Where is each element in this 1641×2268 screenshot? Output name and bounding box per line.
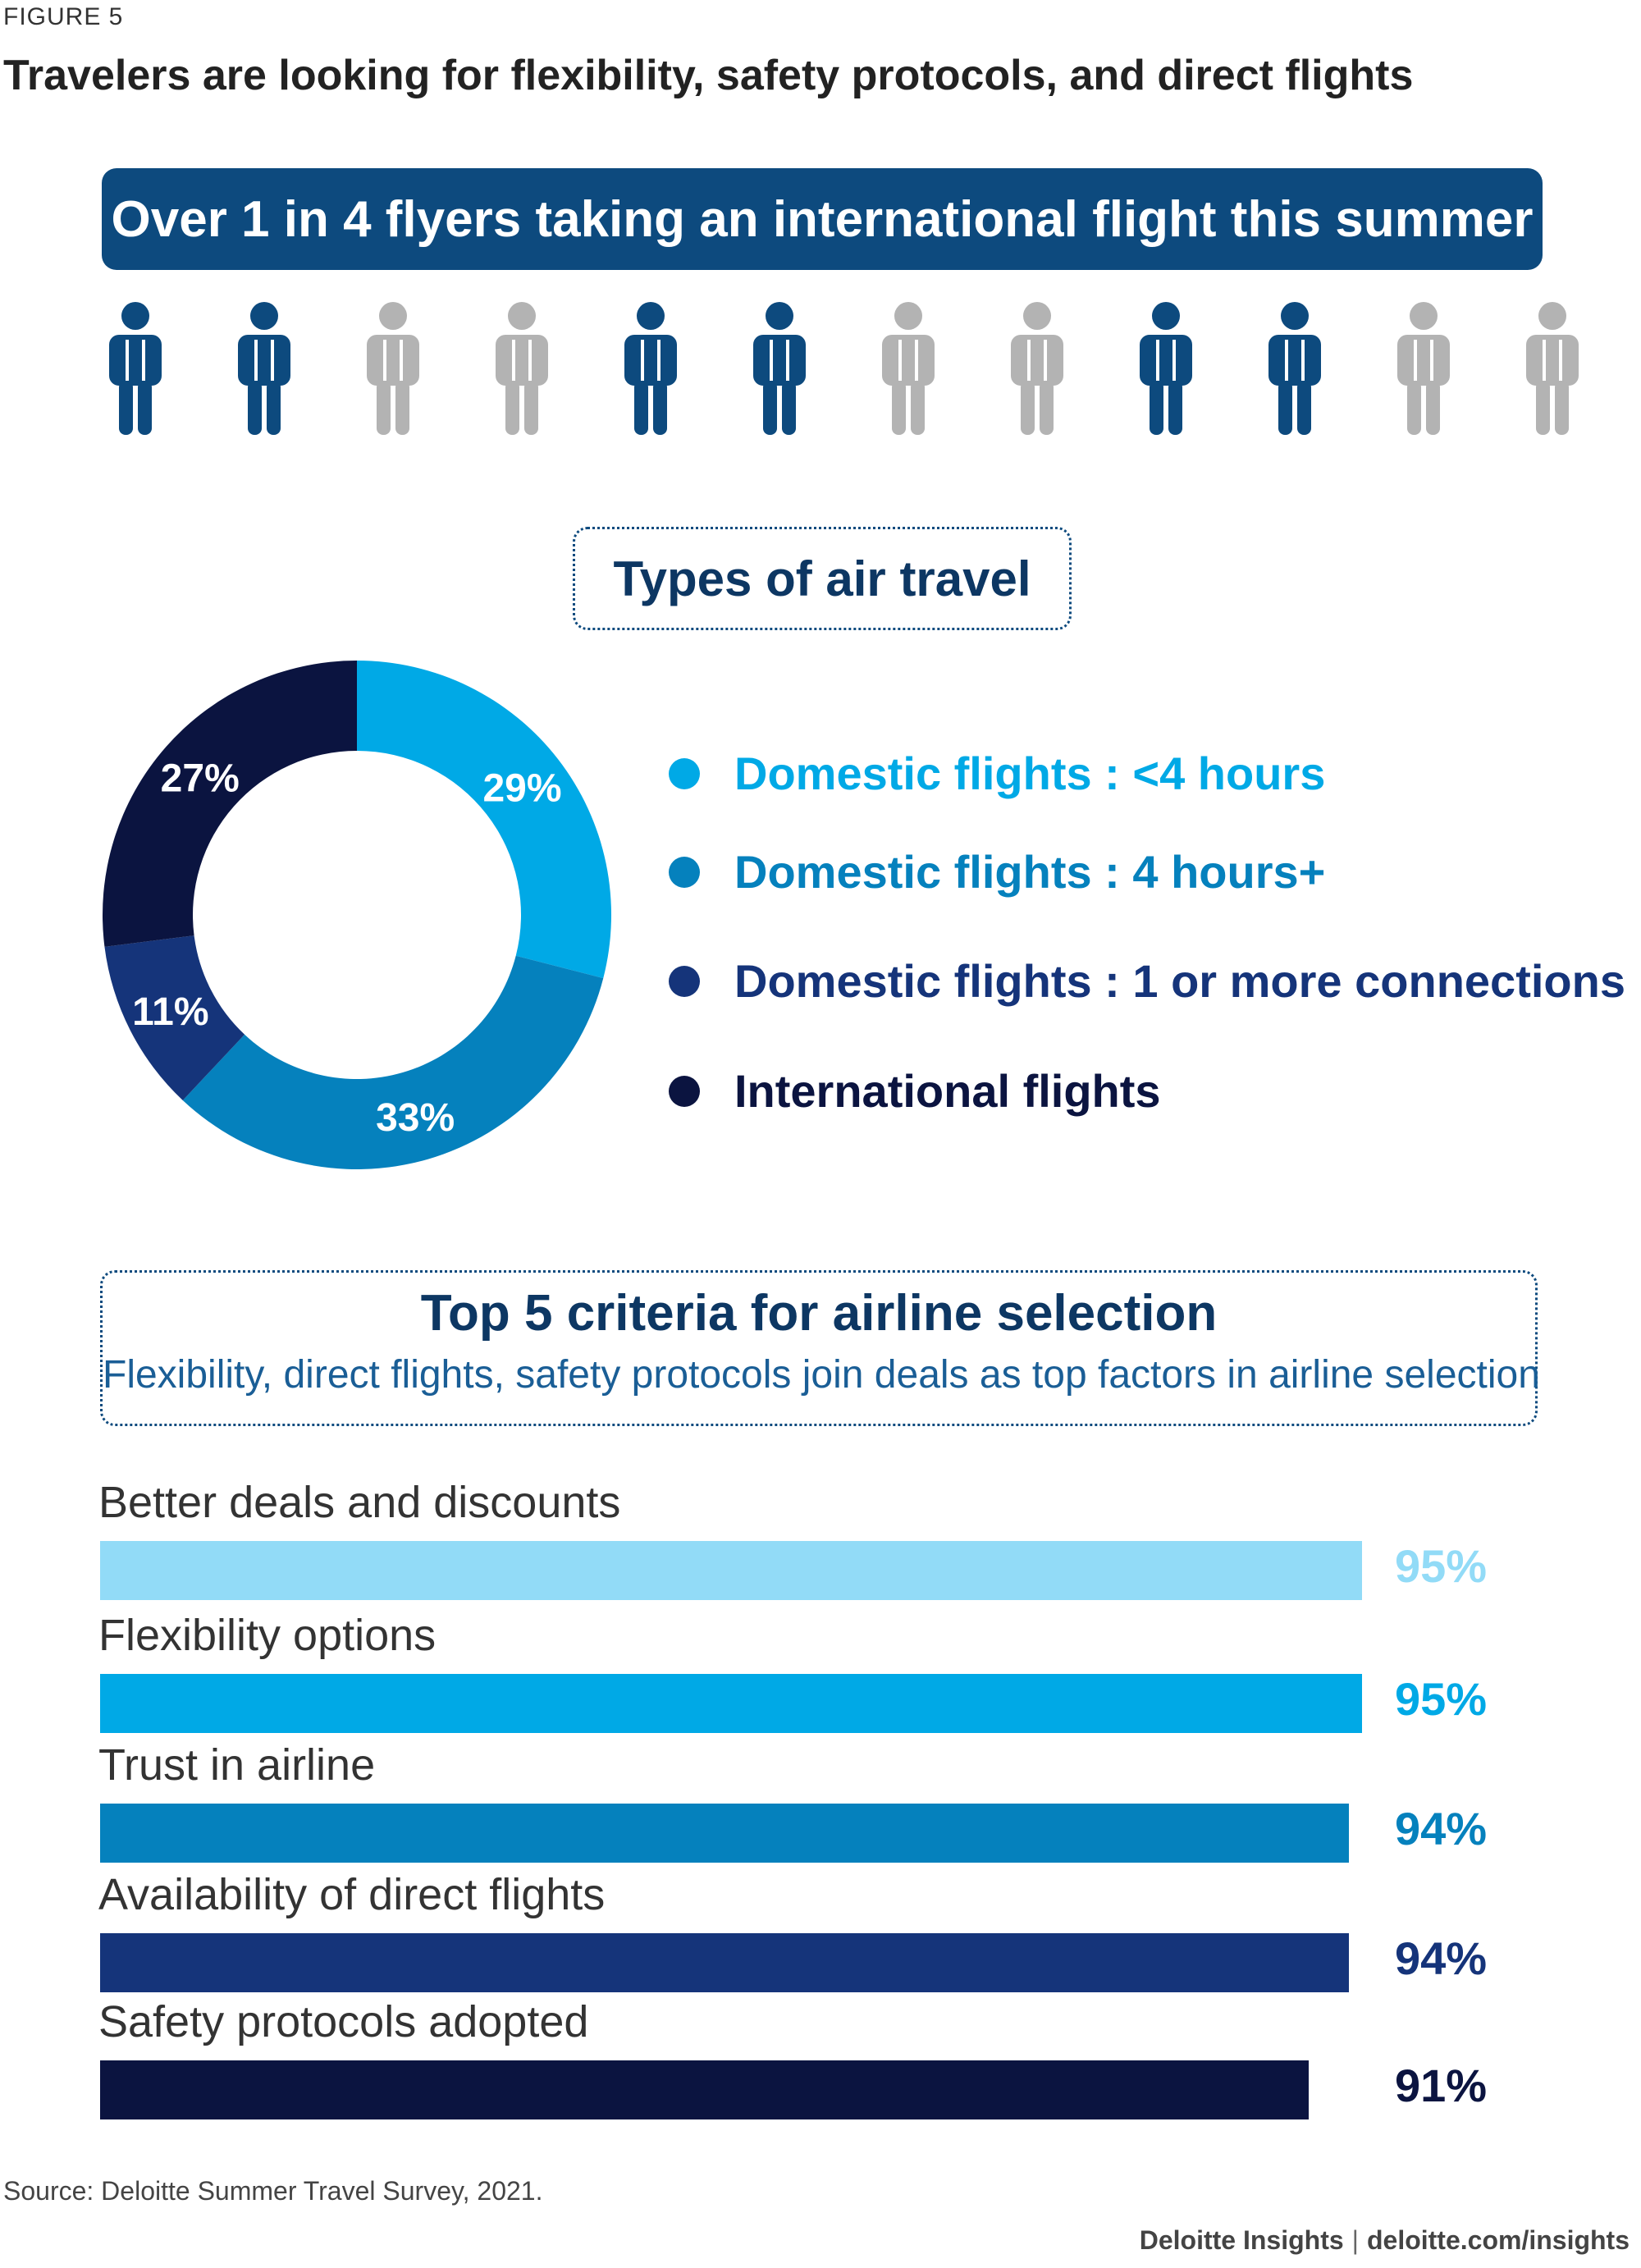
donut-slice [104, 935, 245, 1100]
donut-slice-label: 27% [161, 757, 240, 800]
credit-line: Deloitte Insights | deloitte.com/insights [1139, 2225, 1630, 2255]
person-icon [1268, 302, 1321, 435]
types-title: Types of air travel [613, 551, 1031, 606]
source-note: Source: Deloitte Summer Travel Survey, 2… [3, 2176, 543, 2206]
legend-label: Domestic flights : 4 hours+ [734, 846, 1326, 898]
donut-slice [357, 661, 611, 979]
credit-site[interactable]: deloitte.com/insights [1366, 2225, 1630, 2255]
donut-slice-label: 29% [482, 767, 561, 811]
donut-slice-label: 33% [376, 1096, 455, 1140]
person-icon [1140, 302, 1192, 435]
figure-label: FIGURE 5 [3, 3, 124, 30]
person-icon [624, 302, 677, 435]
types-title-box: Types of air travel [573, 527, 1072, 630]
donut-slice-label: 11% [132, 990, 208, 1034]
bar-value-label: 95% [1395, 1673, 1488, 1725]
person-icon [753, 302, 806, 435]
legend-dot-icon [669, 856, 700, 888]
credit-brand: Deloitte Insights [1139, 2225, 1344, 2255]
bar-label: Availability of direct flights [98, 1870, 606, 1919]
bar [100, 2060, 1310, 2119]
legend-dot-icon [669, 965, 700, 997]
bar-value-label: 94% [1395, 1932, 1488, 1984]
person-icon [1397, 302, 1450, 435]
person-icon [367, 302, 419, 435]
bar [100, 1933, 1349, 1992]
bar [100, 1674, 1362, 1733]
legend-item: Domestic flights : <4 hours [669, 747, 1325, 800]
bar [100, 1804, 1349, 1863]
travel-types-donut: 29% 33% 11% 27% [102, 661, 611, 1169]
criteria-title: Top 5 criteria for airline selection [420, 1285, 1218, 1342]
bar-label: Better deals and discounts [98, 1478, 621, 1527]
bar-label: Safety protocols adopted [98, 1997, 589, 2046]
person-icon [109, 302, 162, 435]
bar-value-label: 94% [1395, 1803, 1488, 1854]
legend-label: International flights [734, 1065, 1161, 1117]
figure-title: Travelers are looking for flexibility, s… [3, 52, 1414, 99]
donut-slice [102, 661, 357, 947]
person-icon [882, 302, 935, 435]
person-icon [1011, 302, 1063, 435]
bar-label: Flexibility options [98, 1611, 437, 1660]
bar [100, 1541, 1362, 1600]
donut-slice [182, 955, 604, 1169]
person-icon [496, 302, 548, 435]
bar-value-label: 91% [1395, 2060, 1488, 2111]
legend-item: Domestic flights : 4 hours+ [669, 845, 1325, 899]
criteria-title-box: Top 5 criteria for airline selection Fle… [100, 1270, 1540, 1426]
international-banner: Over 1 in 4 flyers taking an internation… [102, 168, 1543, 270]
legend-label: Domestic flights : <4 hours [734, 748, 1326, 799]
people-icon-row [109, 302, 1579, 435]
person-icon [238, 302, 290, 435]
legend-item: International flights [669, 1064, 1161, 1118]
criteria-subtitle: Flexibility, direct flights, safety prot… [103, 1353, 1540, 1397]
legend-item: Domestic flights : 1 or more connections [669, 954, 1625, 1008]
legend-dot-icon [669, 1075, 700, 1107]
bar-label: Trust in airline [98, 1740, 376, 1790]
legend-label: Domestic flights : 1 or more connections [734, 955, 1625, 1007]
bar-value-label: 95% [1395, 1540, 1488, 1592]
person-icon [1526, 302, 1579, 435]
legend-dot-icon [669, 757, 700, 789]
